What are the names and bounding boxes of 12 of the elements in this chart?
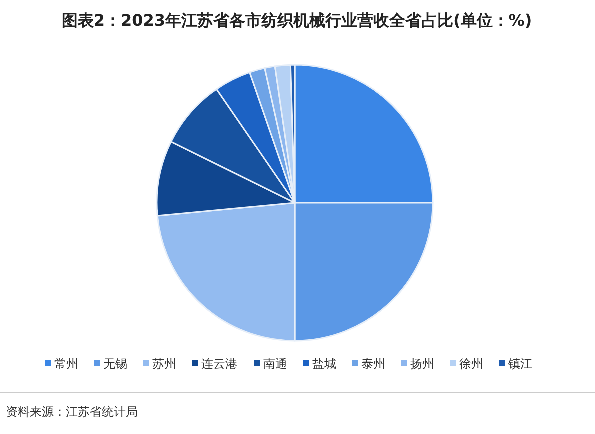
legend-label: 扬州: [410, 357, 434, 371]
legend-label: 盐城: [312, 357, 336, 371]
legend-label: 泰州: [362, 357, 386, 371]
legend-label: 镇江: [508, 357, 532, 371]
legend-label: 无锡: [104, 357, 128, 371]
text: 资料来源：江苏省统计局: [6, 405, 138, 419]
legend-label: 连云港: [202, 357, 238, 371]
legend-label: 常州: [54, 357, 78, 371]
legend-label: 南通: [264, 357, 288, 371]
legend-label: 徐州: [460, 357, 484, 371]
chart-title: 图表2：2023年江苏省各市纺织机械行业营收全省占比(单位：%): [62, 11, 532, 30]
legend-label: 苏州: [152, 357, 176, 371]
